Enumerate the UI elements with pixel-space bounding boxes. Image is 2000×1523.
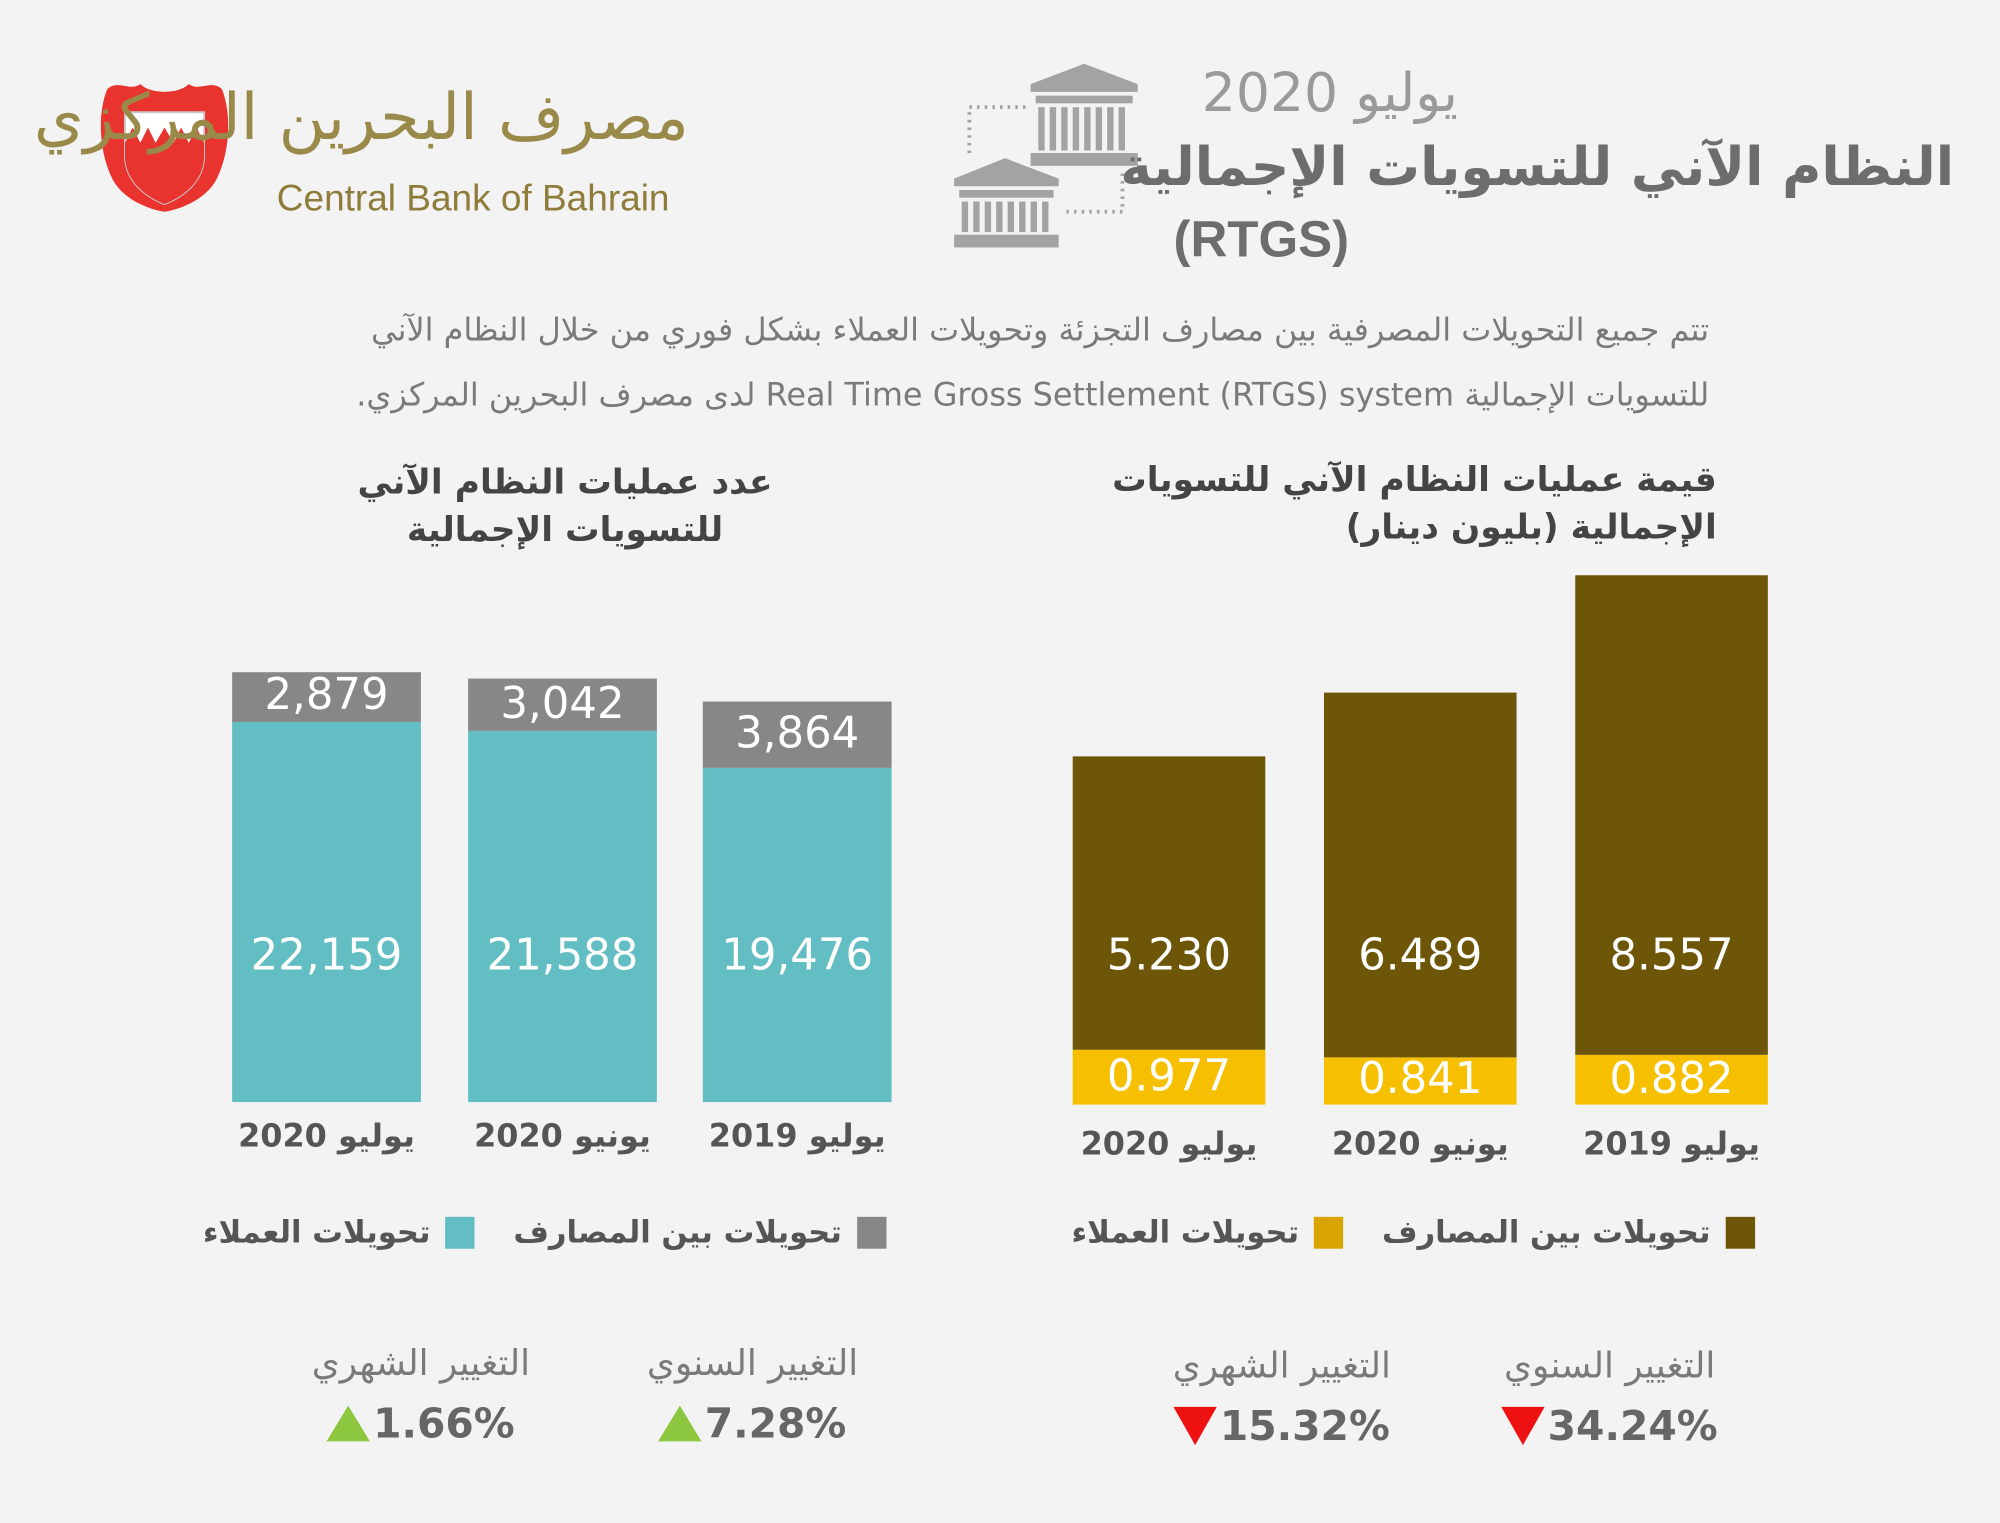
volume-monthly-change: التغيير الشهري 1.66% [268, 1342, 574, 1448]
triangle-down-icon [1173, 1406, 1218, 1446]
change-value: 15.32% [1219, 1401, 1390, 1451]
value-legend: تحويلات بين المصارف تحويلات العملاء [1033, 1214, 1756, 1250]
value-bar-value-label: 6.489 [1358, 929, 1483, 981]
volume-bar-value-label: 2,879 [264, 670, 389, 722]
logo-arabic-text: مصرف البحرين المركزي [33, 80, 689, 155]
change-value: 1.66% [373, 1399, 515, 1448]
bahrain-emblem-icon [100, 84, 229, 212]
change-label: التغيير السنوي [646, 1341, 859, 1384]
volume-bar-value-label: 21,588 [486, 929, 639, 981]
page-title-abbreviation: (RTGS) [1173, 211, 1350, 268]
value-category-label: يونيو 2020 [1331, 1124, 1509, 1162]
value-category-label: يوليو 2020 [1080, 1124, 1258, 1162]
value-bar-value-label: 8.557 [1609, 929, 1734, 981]
legend-swatch [1725, 1216, 1756, 1249]
volume-annual-change: التغيير السنوي 7.28% [599, 1342, 905, 1448]
change-value-row: 15.32% [1129, 1402, 1435, 1450]
volume-chart-title: عدد عمليات النظام الآني للتسويات الإجمال… [310, 459, 820, 553]
volume-bar-customer-0 [232, 721, 421, 1103]
volume-bar-value-label: 19,476 [721, 929, 874, 981]
legend-swatch [1314, 1216, 1344, 1249]
value-bar-value-label: 5.230 [1106, 929, 1232, 981]
value-bar-interbank-1 [1323, 693, 1517, 1058]
legend-swatch [445, 1216, 476, 1249]
value-monthly-change: التغيير الشهري 15.32% [1129, 1344, 1435, 1450]
legend-label: تحويلات بين المصارف [1381, 1214, 1711, 1250]
triangle-up-icon [658, 1405, 703, 1442]
report-date: يوليو 2020 [1201, 61, 1458, 124]
value-bar-value-label: 0.882 [1609, 1053, 1734, 1105]
value-bar-value-label: 0.977 [1106, 1050, 1232, 1102]
change-value: 7.28% [704, 1399, 847, 1448]
volume-chart-title-line-1: عدد عمليات النظام الآني [357, 463, 773, 503]
value-bar-customer-1 [1323, 1057, 1517, 1105]
value-bar-customer-2 [1575, 1055, 1768, 1105]
legend-swatch [857, 1216, 887, 1249]
volume-bar-value-label: 22,159 [250, 929, 403, 981]
volume-bar-interbank-2 [702, 701, 892, 768]
value-chart-title: قيمة عمليات النظام الآني للتسويات الإجما… [1112, 457, 1717, 551]
change-value: 34.24% [1547, 1401, 1718, 1451]
volume-bar-customer-1 [468, 731, 657, 1103]
volume-legend: تحويلات بين المصارف تحويلات العملاء [165, 1214, 887, 1250]
volume-bar-value-label: 3,864 [735, 707, 860, 759]
change-value-row: 34.24% [1457, 1402, 1763, 1450]
volume-category-label: يوليو 2020 [238, 1117, 415, 1155]
description-line-2: للتسويات الإجمالية Real Time Gross Settl… [356, 376, 1710, 414]
page-title: النظام الآني للتسويات الإجمالية [1120, 135, 1955, 198]
volume-chart-title-line-2: للتسويات الإجمالية [406, 510, 724, 550]
description-line-1: تتم جميع التحويلات المصرفية بين مصارف ال… [370, 311, 1710, 349]
legend-label: تحويلات بين المصارف [513, 1214, 842, 1250]
change-label: التغيير السنوي [1504, 1344, 1716, 1387]
change-value-row: 1.66% [268, 1399, 574, 1448]
value-bar-customer-0 [1072, 1049, 1266, 1105]
value-chart-title-line-2: الإجمالية (بليون دينار) [1345, 507, 1717, 548]
value-bar-value-label: 0.841 [1358, 1054, 1483, 1106]
change-label: التغيير الشهري [311, 1341, 531, 1384]
change-value-row: 7.28% [599, 1399, 905, 1448]
volume-bar-value-label: 3,042 [500, 678, 625, 730]
volume-category-label: يونيو 2020 [474, 1117, 651, 1155]
value-bar-interbank-2 [1575, 574, 1768, 1056]
value-bar-interbank-0 [1072, 756, 1266, 1050]
value-chart-title-line-1: قيمة عمليات النظام الآني للتسويات [1112, 460, 1717, 500]
legend-label: تحويلات العملاء [1071, 1214, 1300, 1250]
bank-transfer-icon [954, 63, 1138, 248]
triangle-up-icon [327, 1405, 371, 1442]
change-label: التغيير الشهري [1172, 1344, 1391, 1387]
logo-english-text: Central Bank of Bahrain [276, 178, 670, 220]
value-annual-change: التغيير السنوي 34.24% [1457, 1344, 1763, 1450]
legend-label: تحويلات العملاء [202, 1214, 431, 1250]
volume-bar-customer-2 [702, 767, 892, 1103]
value-category-label: يوليو 2019 [1583, 1124, 1760, 1162]
volume-bar-interbank-0 [232, 672, 421, 722]
volume-category-label: يوليو 2019 [708, 1117, 886, 1155]
triangle-down-icon [1501, 1406, 1546, 1446]
volume-bar-interbank-1 [468, 679, 657, 732]
